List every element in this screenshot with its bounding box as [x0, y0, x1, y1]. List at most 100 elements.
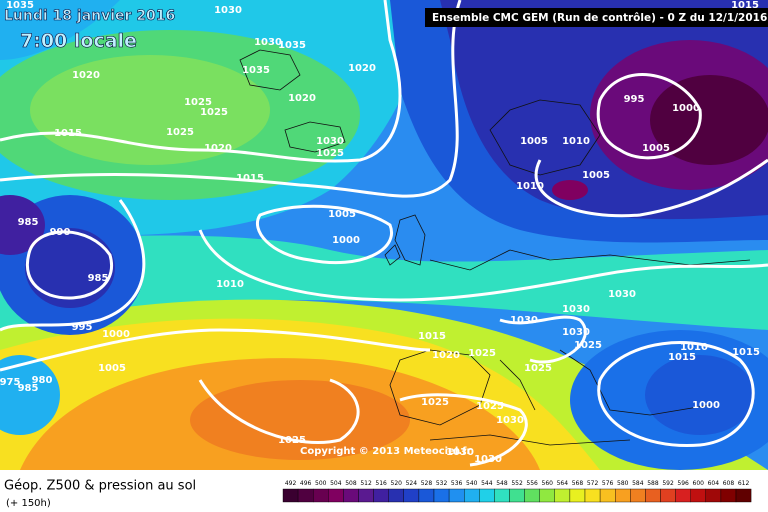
- legend-label: 520: [391, 480, 403, 487]
- isobars: [0, 0, 768, 467]
- date: Lundi 18 janvier 2016: [4, 8, 175, 24]
- legend-swatch: [599, 488, 616, 503]
- isobar-label: 1025: [524, 363, 552, 374]
- isobar-label: 1010: [516, 181, 544, 192]
- isobar-label: 1020: [288, 93, 316, 104]
- legend-swatch: [343, 488, 359, 503]
- isobar-label: 1005: [642, 143, 670, 154]
- isobar-label: 1030: [510, 315, 538, 326]
- legend-swatch: [388, 488, 405, 503]
- legend-swatch: [554, 488, 571, 503]
- legend-label: 596: [677, 480, 689, 487]
- isobar-label: 1025: [200, 107, 228, 118]
- isobar-label: 1005: [98, 363, 126, 374]
- isobar-label: 1015: [236, 173, 264, 184]
- legend-label: 536: [451, 480, 463, 487]
- legend-label: 584: [632, 480, 644, 487]
- legend-swatch: [282, 488, 299, 503]
- legend-label: 612: [738, 480, 750, 487]
- copyright: Copyright © 2013 Meteociel.fr: [300, 446, 471, 457]
- isobar-label: 1030: [316, 136, 344, 147]
- isobar-label: 1025: [421, 397, 449, 408]
- time: 7:00 locale: [20, 30, 137, 52]
- legend-swatch: [328, 488, 344, 503]
- isobar-label: 985: [18, 217, 39, 228]
- isobar-label: 1030: [214, 5, 242, 16]
- isobar-label: 1015: [731, 0, 759, 11]
- isobar-label: 1005: [328, 209, 356, 220]
- legend-label: 492: [285, 480, 297, 487]
- legend-swatch: [569, 488, 586, 503]
- legend-swatch: [720, 488, 737, 503]
- isobar-label: 1030: [496, 415, 524, 426]
- legend-swatch: [373, 488, 389, 503]
- isobar-label: 1015: [418, 331, 446, 342]
- legend-swatch: [297, 488, 314, 503]
- isobar-label: 1030: [446, 447, 474, 458]
- model-box: [425, 8, 768, 27]
- isobar-label: 1030: [474, 454, 502, 465]
- isobar-label: 1015: [732, 347, 760, 358]
- legend-swatch: [539, 488, 556, 503]
- isobar-label: 1030: [608, 289, 636, 300]
- isobar-label: 995: [624, 94, 645, 105]
- legend-swatch: [448, 488, 465, 503]
- isobar-label: 1015: [668, 352, 696, 363]
- isobar-label: 1025: [468, 348, 496, 359]
- legend-label: 576: [602, 480, 614, 487]
- isobar-label: 995: [72, 322, 93, 333]
- legend-swatch: [675, 488, 691, 503]
- legend-swatch: [584, 488, 601, 503]
- legend-swatch: [660, 488, 676, 503]
- legend-label: 540: [466, 480, 478, 487]
- legend-label: 504: [330, 480, 342, 487]
- legend-label: 568: [572, 480, 584, 487]
- legend-swatch: [509, 488, 525, 503]
- isobar-label: 1010: [562, 136, 590, 147]
- footer-title: Géop. Z500 & pression au sol: [4, 479, 196, 494]
- isobar-label: 1010: [680, 342, 708, 353]
- legend-swatch: [705, 488, 722, 503]
- isobar-label: 1025: [316, 148, 344, 159]
- legend-label: 508: [345, 480, 357, 487]
- legend-swatch: [433, 488, 450, 503]
- legend-label: 516: [375, 480, 387, 487]
- isobar-label: 985: [18, 383, 39, 394]
- legend-label: 532: [436, 480, 448, 487]
- legend-label: 588: [647, 480, 659, 487]
- legend-label: 544: [481, 480, 493, 487]
- legend-swatch: [494, 488, 510, 503]
- isobar-label: 1010: [216, 279, 244, 290]
- legend-swatch: [615, 488, 631, 503]
- legend-label: 528: [421, 480, 433, 487]
- legend-label: 560: [542, 480, 554, 487]
- legend-swatch: [403, 488, 420, 503]
- isobar-label: 1030: [562, 327, 590, 338]
- isobar-label: 985: [88, 273, 109, 284]
- isobar-label: 1025: [184, 97, 212, 108]
- legend-label: 496: [300, 480, 312, 487]
- legend-label: 564: [557, 480, 569, 487]
- isobar-label: 980: [32, 375, 53, 386]
- isobar-label: 1000: [332, 235, 360, 246]
- footer-lead: (+ 150h): [6, 498, 51, 509]
- isobar-label: 1035: [242, 65, 270, 76]
- isobar-label: 1035: [6, 0, 34, 11]
- legend-label: 552: [511, 480, 523, 487]
- legend-label: 524: [406, 480, 418, 487]
- isobar-label: 1025: [166, 127, 194, 138]
- legend-label: 600: [693, 480, 705, 487]
- legend-label: 592: [662, 480, 674, 487]
- isobar-label: 1030: [562, 304, 590, 315]
- legend-label: 604: [708, 480, 720, 487]
- legend-swatch: [479, 488, 495, 503]
- field: [0, 0, 768, 470]
- isobar-label: 1000: [692, 400, 720, 411]
- isobar-label: 1020: [204, 143, 232, 154]
- isobar-label: 1020: [432, 350, 460, 361]
- legend-swatch: [313, 488, 329, 503]
- isobar-label: 1005: [582, 170, 610, 181]
- legend-swatch: [645, 488, 661, 503]
